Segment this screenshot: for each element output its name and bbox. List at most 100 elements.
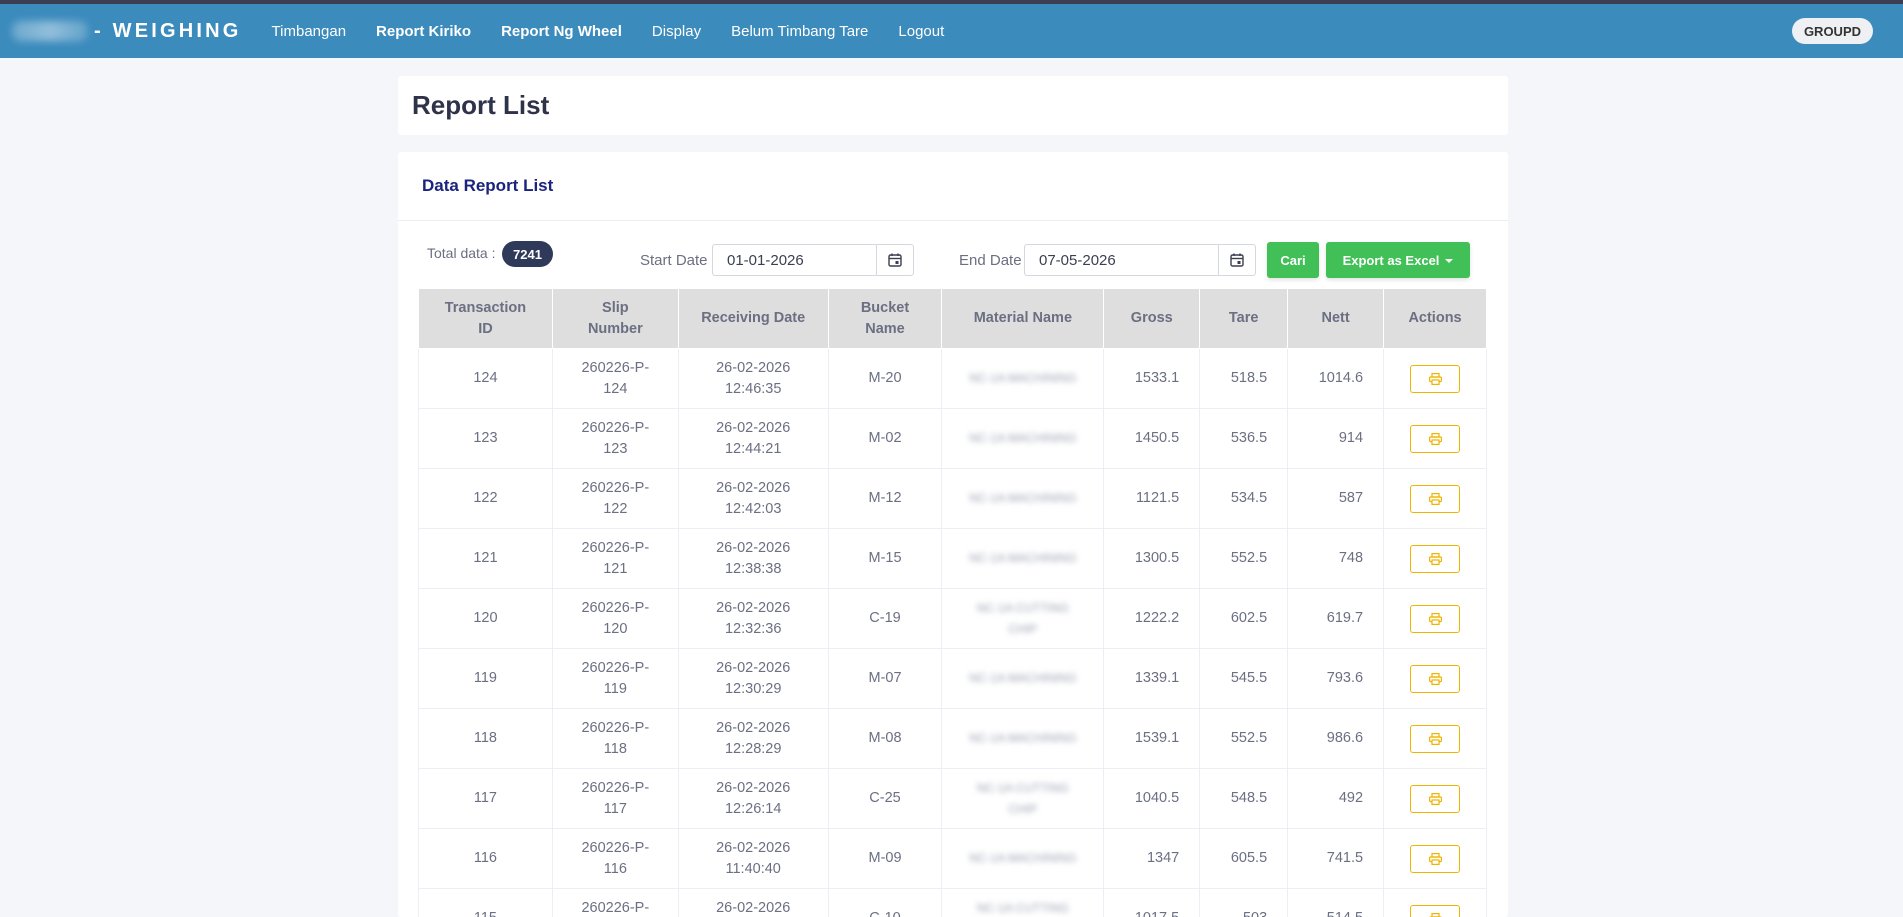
cell-nett: 741.5 [1287,828,1385,889]
cell-slip-number: 260226-P-122 [551,468,679,529]
cell-bucket-name: C-10 [827,888,943,917]
user-badge[interactable]: GROUPD [1791,18,1873,44]
cell-tare: 552.5 [1199,708,1289,769]
material-name-blurred: NC-1A CUTTING CHIP [976,900,1069,915]
cell-actions [1383,648,1487,709]
col-slip-number[interactable]: Slip Number [551,288,679,349]
cell-slip-number: 260226-P-119 [551,648,679,709]
cell-actions [1383,468,1487,529]
print-button[interactable] [1410,664,1461,693]
receiving-time: 12:26:14 [724,800,782,817]
cell-gross: 1017.5 [1103,888,1201,917]
cell-receiving-date: 26-02-2026 12:28:29 [677,708,829,769]
start-date-input[interactable]: 01-01-2026 [712,244,876,276]
cell-transaction-id: 122 [418,468,553,529]
search-button[interactable]: Cari [1267,242,1319,278]
nav-link-timbangan[interactable]: Timbangan [271,22,347,40]
col-actions: Actions [1383,288,1487,349]
col-transaction-id[interactable]: Transaction ID [418,288,553,349]
cell-material-name: NC-1A MACHINING [941,348,1105,409]
cell-slip-number: 260226-P-124 [551,348,679,409]
cell-material-name: NC-1A MACHINING [941,708,1105,769]
col-tare[interactable]: Tare [1199,288,1289,349]
print-button[interactable] [1410,364,1461,393]
brand[interactable]: - WEIGHING [12,20,242,43]
receiving-date: 26-02-2026 [716,659,791,676]
print-button[interactable] [1410,784,1461,813]
cell-nett: 587 [1287,468,1385,529]
print-button[interactable] [1410,604,1461,633]
nav-link-report-ng-wheel[interactable]: Report Ng Wheel [501,22,622,40]
cell-transaction-id: 120 [418,588,553,649]
receiving-time: 12:38:38 [724,560,782,577]
cell-transaction-id: 117 [418,768,553,829]
col-material-name[interactable]: Material Name [941,288,1105,349]
table-row: 121 260226-P-121 26-02-2026 12:38:38 M-15 NC-… [418,528,1487,589]
print-icon [1428,912,1442,917]
page-header: Report List [398,76,1508,135]
cell-receiving-date: 26-02-2026 12:26:14 [677,768,829,829]
receiving-date: 26-02-2026 [716,839,791,856]
cell-actions [1383,888,1487,917]
caret-down-icon [1445,258,1454,263]
receiving-time: 11:40:40 [725,860,781,877]
cell-nett: 793.6 [1287,648,1385,709]
table-header-row: Transaction ID Slip Number Receiving Dat… [418,288,1487,349]
nav-link-logout[interactable]: Logout [898,22,945,40]
print-button[interactable] [1410,904,1461,917]
cell-receiving-date: 26-02-2026 12:30:29 [677,648,829,709]
cell-actions [1383,348,1487,409]
cell-actions [1383,768,1487,829]
print-button[interactable] [1410,484,1461,513]
nav-link-report-kiriko[interactable]: Report Kiriko [376,22,472,40]
receiving-date: 26-02-2026 [716,779,791,796]
cell-tare: 605.5 [1199,828,1289,889]
nav-link-belum-timbang-tare[interactable]: Belum Timbang Tare [731,22,869,40]
cell-actions [1383,588,1487,649]
col-nett[interactable]: Nett [1287,288,1385,349]
end-date-group: 07-05-2026 [1024,244,1256,276]
end-date-input[interactable]: 07-05-2026 [1024,244,1218,276]
cell-gross: 1040.5 [1103,768,1201,829]
cell-receiving-date: 26-02-2026 12:46:35 [677,348,829,409]
print-button[interactable] [1410,724,1461,753]
nav-links: Timbangan Report Kiriko Report Ng Wheel … [272,23,975,40]
col-receiving-date[interactable]: Receiving Date [677,288,829,349]
print-button[interactable] [1410,424,1461,453]
receiving-date: 26-02-2026 [716,719,791,736]
cell-material-name: NC-1A MACHINING [941,828,1105,889]
nav-link-display[interactable]: Display [651,22,702,40]
cell-gross: 1347 [1103,828,1201,889]
cell-material-name: NC-1A CUTTING CHIP [941,768,1105,829]
start-date-calendar-button[interactable] [876,244,914,276]
material-name-blurred: NC-1A MACHINING [969,851,1077,865]
col-bucket-name[interactable]: Bucket Name [827,288,943,349]
print-icon [1428,792,1442,805]
print-icon [1428,612,1442,625]
cell-tare: 536.5 [1199,408,1289,469]
cell-transaction-id: 119 [418,648,553,709]
cell-transaction-id: 121 [418,528,553,589]
cell-bucket-name: M-09 [827,828,943,889]
col-gross[interactable]: Gross [1103,288,1201,349]
receiving-time: 12:30:29 [724,680,782,697]
cell-nett: 986.6 [1287,708,1385,769]
receiving-date: 26-02-2026 [716,419,791,436]
cell-gross: 1450.5 [1103,408,1201,469]
brand-title: - WEIGHING [94,19,242,42]
receiving-time: 12:32:36 [724,620,782,637]
cell-slip-number: 260226-P-123 [551,408,679,469]
receiving-date: 26-02-2026 [716,359,791,376]
print-icon [1428,672,1442,685]
receiving-time: 12:42:03 [724,500,782,517]
cell-material-name: NC-1A MACHINING [941,528,1105,589]
calendar-icon [1230,253,1244,267]
export-excel-button[interactable]: Export as Excel [1326,242,1470,278]
end-date-calendar-button[interactable] [1218,244,1256,276]
print-icon [1428,732,1442,745]
print-button[interactable] [1410,544,1461,573]
print-button[interactable] [1410,844,1461,873]
cell-receiving-date: 26-02-2026 12:44:21 [677,408,829,469]
end-date-label: End Date [959,252,1022,269]
